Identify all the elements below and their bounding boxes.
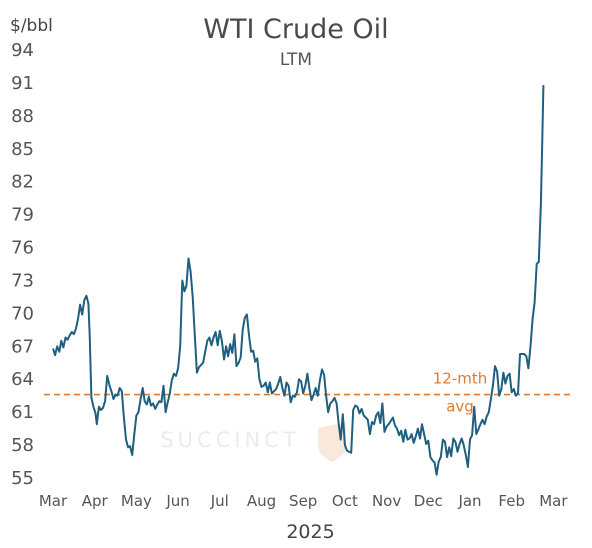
x-tick-label: Dec [414, 492, 443, 510]
x-tick-label: Aug [247, 492, 276, 510]
average-label-line2: avg [446, 398, 474, 416]
y-tick-label: 55 [11, 468, 34, 489]
x-tick-label: Jan [457, 492, 481, 510]
y-tick-label: 67 [11, 336, 34, 357]
average-label-line1: 12-mth [433, 370, 488, 388]
x-tick-label: Sep [289, 492, 317, 510]
x-tick-label: Jul [210, 492, 229, 510]
series-line [52, 85, 545, 476]
x-tick-label: Mar [539, 492, 568, 510]
y-tick-label: 73 [11, 270, 34, 291]
y-tick-label: 61 [11, 402, 34, 423]
x-tick-label: Oct [332, 492, 358, 510]
y-tick-label: 79 [11, 205, 34, 226]
x-tick-label: Nov [372, 492, 401, 510]
y-tick-label: 64 [11, 369, 34, 390]
y-tick-label: 58 [11, 435, 34, 456]
x-tick-label: Feb [498, 492, 525, 510]
y-axis-unit-label: $/bbl [10, 16, 53, 36]
x-axis-year-label: 2025 [286, 521, 334, 543]
y-tick-label: 88 [11, 106, 34, 127]
x-tick-label: Jun [165, 492, 189, 510]
y-tick-label: 82 [11, 172, 34, 193]
x-tick-label: Apr [82, 492, 109, 510]
chart-title: WTI Crude Oil [203, 14, 389, 45]
chart-subtitle: LTM [279, 50, 313, 70]
y-tick-label: 85 [11, 139, 34, 160]
succinct-watermark: SUCCINCT [160, 422, 346, 462]
watermark-text: SUCCINCT [160, 428, 299, 452]
y-tick-label: 70 [11, 303, 34, 324]
x-axis-tick-labels: Mar Apr May Jun Jul Aug Sep Oct Nov Dec Jan Feb Mar [39, 492, 569, 510]
y-tick-label: 94 [11, 40, 34, 61]
x-tick-label: May [121, 492, 152, 510]
y-tick-label: 91 [11, 73, 34, 94]
y-axis-tick-labels: 55 58 61 64 67 70 73 76 79 82 85 88 91 94 [11, 40, 34, 489]
y-tick-label: 76 [11, 238, 34, 259]
x-tick-label: Mar [39, 492, 68, 510]
